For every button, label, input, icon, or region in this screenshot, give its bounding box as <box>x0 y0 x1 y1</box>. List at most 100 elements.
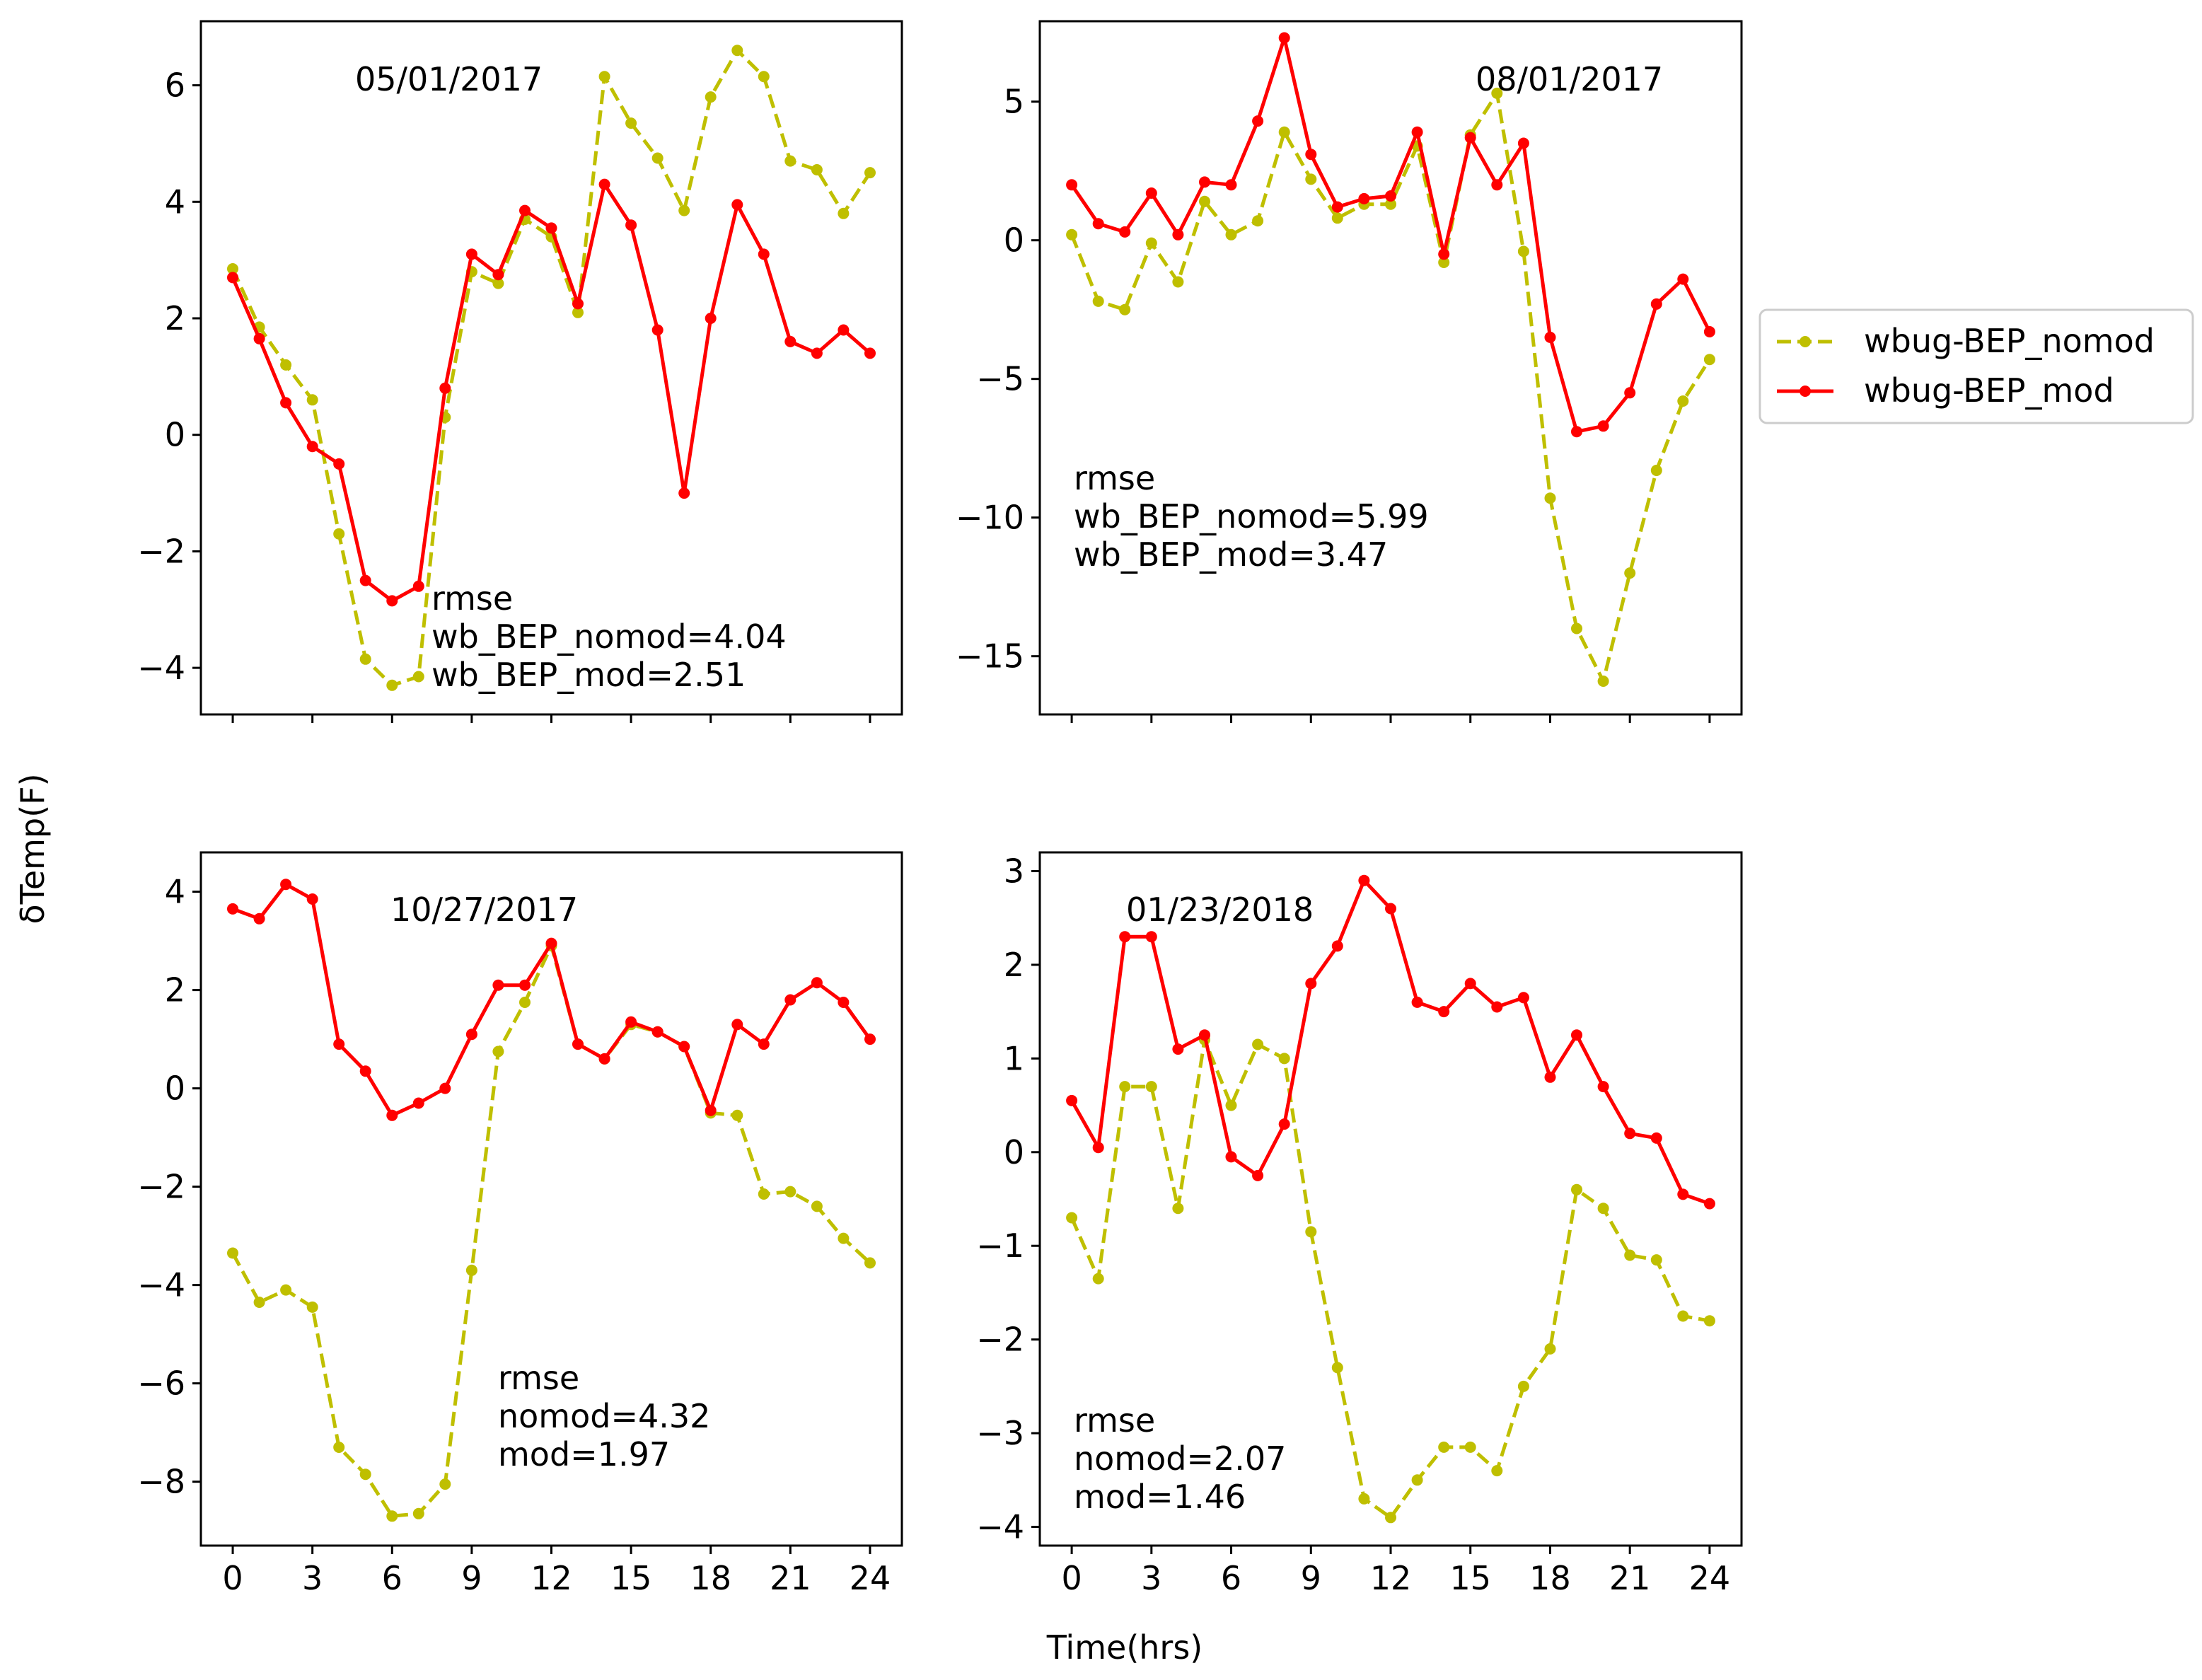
data-point-nomod <box>1225 228 1237 241</box>
data-point-nomod <box>1571 622 1582 635</box>
data-point-mod <box>1411 126 1423 138</box>
data-point-nomod <box>1305 1226 1317 1238</box>
legend: wbug-BEP_nomod wbug-BEP_mod <box>1758 308 2194 424</box>
x-tick-label: 15 <box>610 1559 652 1597</box>
data-point-nomod <box>811 1200 823 1212</box>
data-point-nomod <box>1703 1315 1715 1327</box>
data-point-mod <box>412 1097 424 1109</box>
data-point-mod <box>731 199 743 211</box>
panel-08-01-2017: 08/01/2017 rmse wb_BEP_nomod=5.99 wb_BEP… <box>956 20 1743 723</box>
data-point-nomod <box>1385 198 1396 210</box>
data-point-mod <box>519 204 531 216</box>
data-point-nomod <box>731 1109 743 1121</box>
y-axis-title: δTemp(F) <box>13 773 52 924</box>
data-point-mod <box>1571 1029 1582 1041</box>
x-tick-label: 24 <box>850 1559 891 1597</box>
x-tick-label: 15 <box>1449 1559 1491 1597</box>
data-point-mod <box>492 269 504 281</box>
data-point-nomod <box>838 207 850 219</box>
data-point-mod <box>1225 1151 1237 1163</box>
data-point-mod <box>386 1109 398 1121</box>
rmse-label: rmse <box>431 579 513 618</box>
data-point-mod <box>412 580 424 592</box>
data-point-nomod <box>465 1264 477 1276</box>
y-tick-label: 4 <box>165 183 185 221</box>
data-point-mod <box>227 272 238 284</box>
data-point-mod <box>625 1016 637 1028</box>
data-point-mod <box>1252 115 1264 127</box>
y-tick-label: −10 <box>956 499 1024 537</box>
data-point-mod <box>1703 1198 1715 1210</box>
y-tick-label: −5 <box>976 360 1024 398</box>
data-point-mod <box>1385 190 1396 202</box>
y-tick-label: 2 <box>165 299 185 337</box>
data-point-mod <box>1385 903 1396 915</box>
data-point-mod <box>280 397 292 409</box>
data-point-nomod <box>1677 395 1689 407</box>
data-point-mod <box>333 1038 345 1050</box>
data-point-nomod <box>784 155 796 167</box>
data-point-nomod <box>1278 126 1290 138</box>
rmse-label: rmse <box>1074 459 1155 497</box>
data-point-nomod <box>386 679 398 691</box>
y-tick-label: 0 <box>165 416 185 454</box>
data-point-mod <box>1119 226 1131 238</box>
data-point-nomod <box>731 45 743 57</box>
data-point-nomod <box>1145 237 1157 249</box>
y-tick-label: 2 <box>165 971 185 1009</box>
data-point-nomod <box>1677 1310 1689 1322</box>
data-point-mod <box>1677 1188 1689 1200</box>
data-point-nomod <box>492 277 504 289</box>
data-point-nomod <box>386 1510 398 1522</box>
data-point-nomod <box>1438 1441 1450 1453</box>
panel-01-23-2018: 01/23/2018 rmse nomod=2.07 mod=1.46 −4 −3… <box>976 851 1743 1597</box>
data-point-nomod <box>1491 1465 1503 1477</box>
data-point-nomod <box>253 1297 265 1308</box>
data-point-mod <box>1092 1142 1104 1154</box>
legend-frame <box>1758 308 2194 424</box>
data-point-mod <box>1278 32 1290 44</box>
data-point-nomod <box>1145 1081 1157 1093</box>
data-point-nomod <box>572 306 584 318</box>
data-point-nomod <box>1544 492 1556 504</box>
data-point-mod <box>439 1082 451 1094</box>
data-point-nomod <box>1092 295 1104 307</box>
y-tick-label: 4 <box>165 873 185 911</box>
data-point-mod <box>1464 978 1476 990</box>
data-point-nomod <box>1411 1474 1423 1486</box>
data-point-mod <box>1703 326 1715 337</box>
data-point-mod <box>1650 1132 1662 1144</box>
data-point-mod <box>1358 192 1370 204</box>
rmse-label: rmse <box>498 1359 579 1397</box>
rmse-nomod: nomod=2.07 <box>1074 1439 1286 1478</box>
data-point-mod <box>598 1053 610 1065</box>
x-tick-label: 24 <box>1689 1559 1731 1597</box>
y-tick-label: 6 <box>165 66 185 105</box>
data-point-nomod <box>1331 1362 1343 1374</box>
y-tick-label: 2 <box>1004 946 1024 984</box>
data-point-nomod <box>412 671 424 683</box>
data-point-nomod <box>1464 1441 1476 1453</box>
data-point-mod <box>1438 248 1450 260</box>
data-point-nomod <box>678 204 690 216</box>
data-point-mod <box>519 979 531 991</box>
data-point-nomod <box>519 997 531 1008</box>
x-tick-label: 21 <box>770 1559 811 1597</box>
data-point-mod <box>1491 179 1503 191</box>
data-point-mod <box>1331 940 1343 952</box>
data-point-nomod <box>227 263 238 274</box>
rmse-nomod: wb_BEP_nomod=4.04 <box>431 618 787 656</box>
data-point-mod <box>253 332 265 344</box>
data-point-mod <box>1066 179 1078 191</box>
x-tick-label: 9 <box>461 1559 482 1597</box>
data-point-nomod <box>1517 245 1529 257</box>
data-point-mod <box>1145 187 1157 199</box>
x-tick-label: 12 <box>1370 1559 1412 1597</box>
data-point-nomod <box>1358 1493 1370 1505</box>
data-point-nomod <box>359 1468 371 1481</box>
y-tick-label: −4 <box>976 1508 1024 1546</box>
data-point-nomod <box>1252 1038 1264 1050</box>
x-tick-label: 0 <box>222 1559 243 1597</box>
data-point-mod <box>1305 978 1317 990</box>
